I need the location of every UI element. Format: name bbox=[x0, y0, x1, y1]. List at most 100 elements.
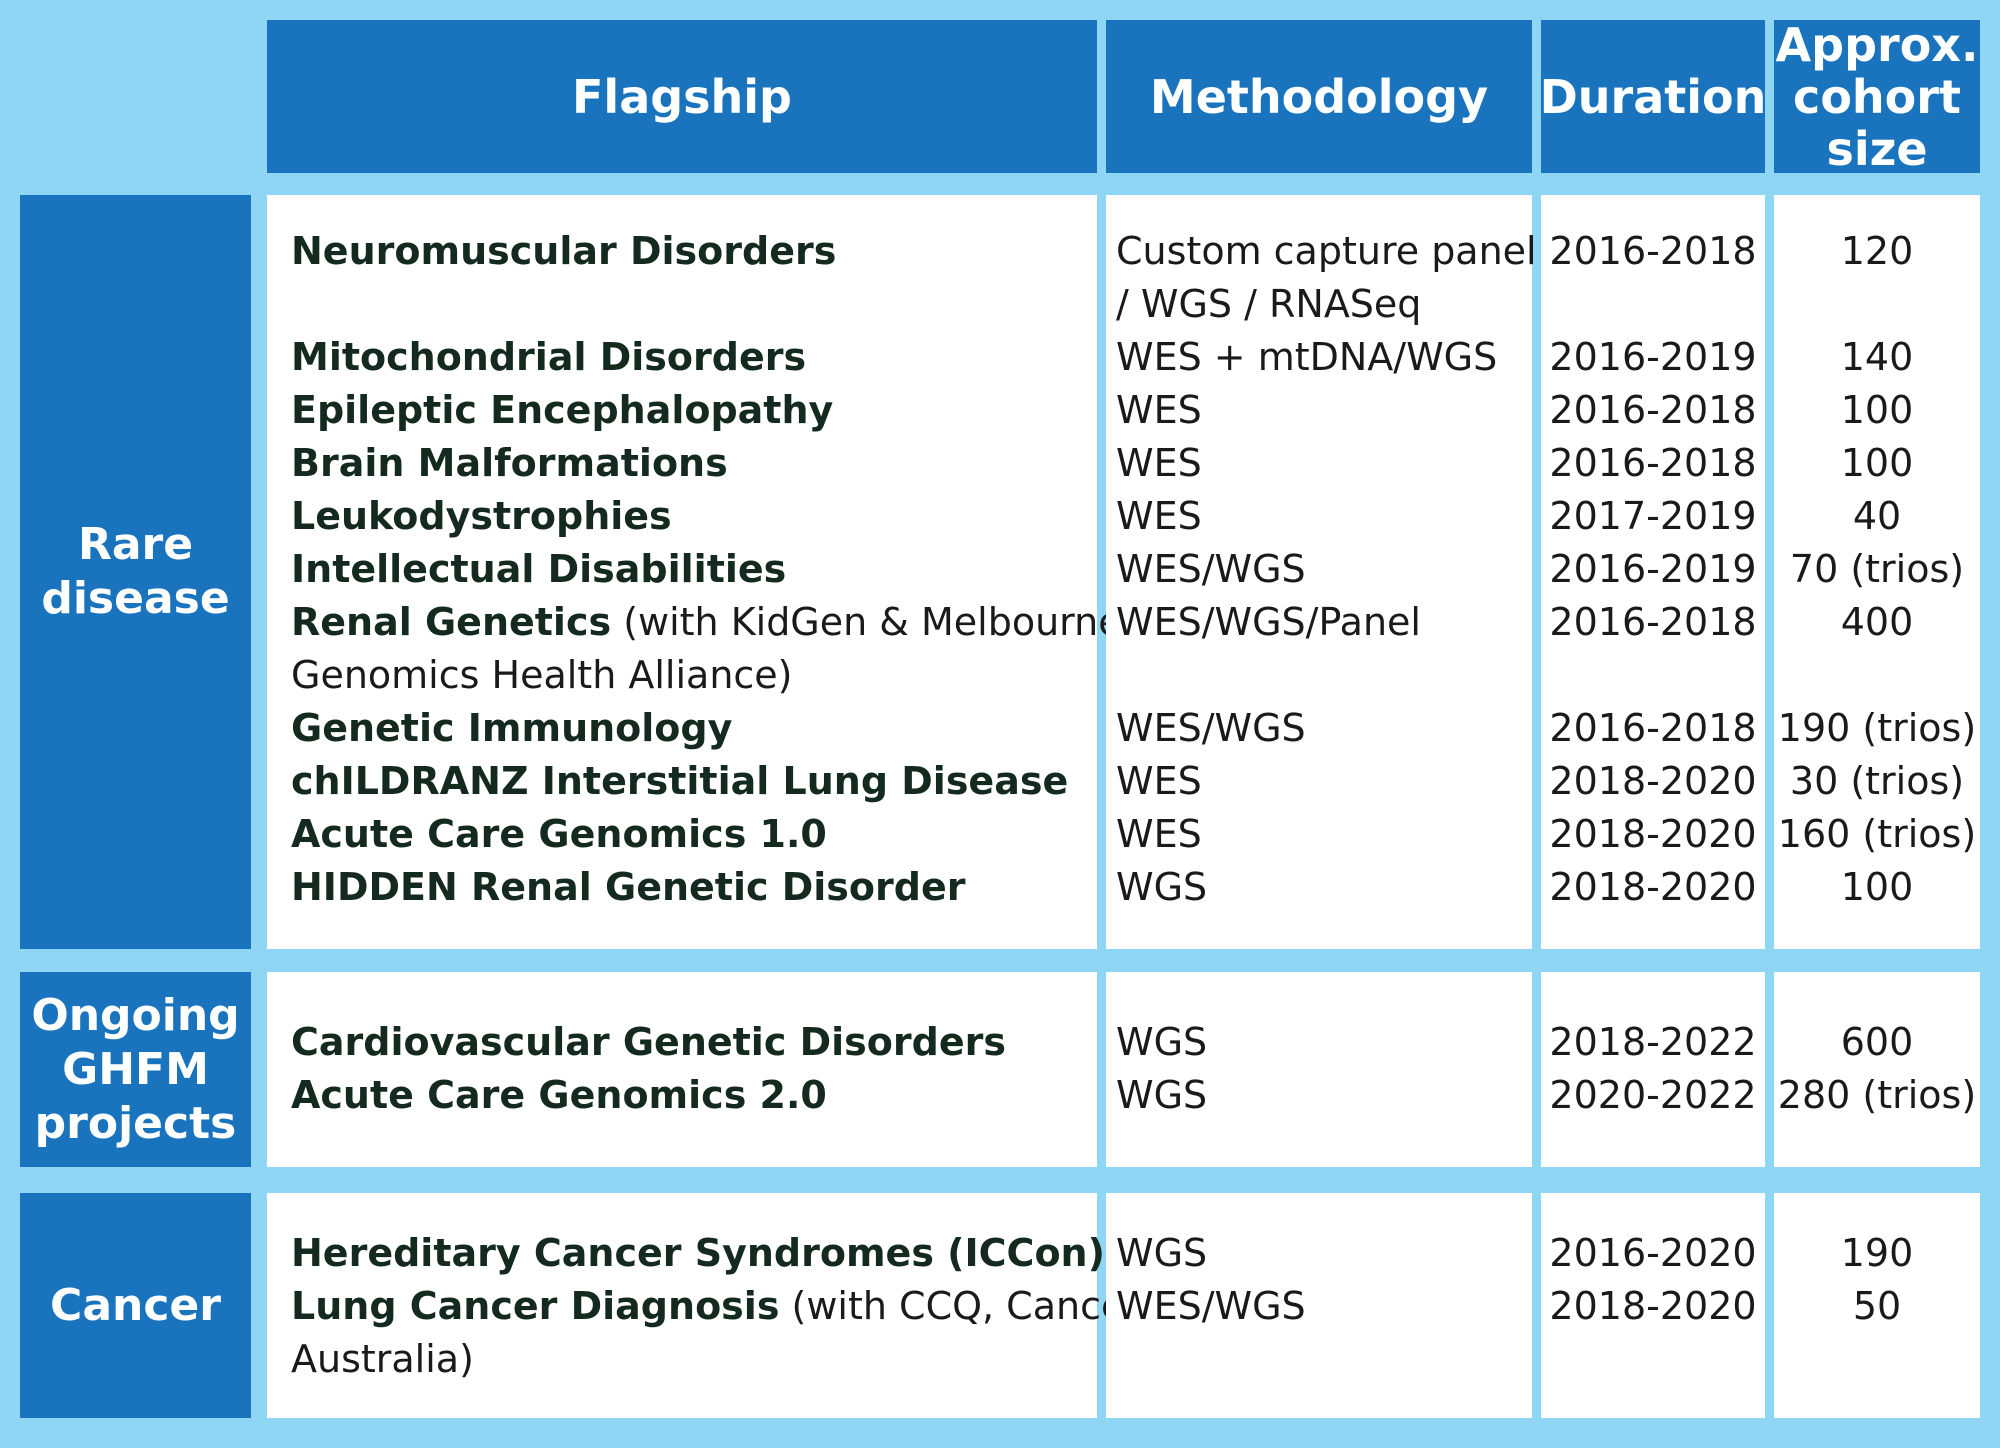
cohort-cell: 100 bbox=[1840, 388, 1914, 432]
duration-cell: 2016-2018 bbox=[1549, 706, 1757, 750]
cohort-cell: 190 (trios) bbox=[1777, 706, 1977, 750]
flagship-name: Genetic Immunology bbox=[291, 706, 733, 750]
cohort-cell: 50 bbox=[1852, 1284, 1902, 1328]
flagship-note: (with KidGen & Melbourne bbox=[611, 600, 1122, 644]
header-cohort-size: Approx. cohort size bbox=[1774, 17, 1980, 176]
duration-cell: 2020-2022 bbox=[1549, 1073, 1757, 1117]
duration-cell: 2016-2020 bbox=[1549, 1231, 1757, 1275]
rare-duration-panel: 2016-2018 2016-2019 2016-2018 2016-2018 … bbox=[1541, 195, 1765, 949]
methodology-cell: WES bbox=[1116, 494, 1202, 538]
category-cancer-label: Cancer bbox=[50, 1279, 221, 1331]
rare-methodology-panel: Custom capture panel / WGS / RNASeq WES … bbox=[1106, 195, 1537, 949]
methodology-cell: / WGS / RNASeq bbox=[1116, 282, 1422, 326]
cancer-methodology-panel: WGS WES/WGS bbox=[1106, 1193, 1532, 1418]
table-row: Mitochondrial Disorders bbox=[267, 331, 1097, 384]
cohort-cell: 70 (trios) bbox=[1789, 547, 1965, 591]
cancer-duration-panel: 2016-2020 2018-2020 bbox=[1541, 1193, 1765, 1418]
flagship-name: Leukodystrophies bbox=[291, 494, 672, 538]
methodology-cell: WES/WGS bbox=[1116, 1284, 1306, 1328]
flagship-name: Lung Cancer Diagnosis bbox=[291, 1284, 780, 1328]
table-row: Acute Care Genomics 1.0 bbox=[267, 808, 1097, 861]
flagship-name: Acute Care Genomics 1.0 bbox=[291, 812, 827, 856]
flagship-note: Australia) bbox=[291, 1337, 474, 1381]
flagship-name: Renal Genetics bbox=[291, 600, 612, 644]
duration-cell: 2017-2019 bbox=[1549, 494, 1757, 538]
duration-cell: 2018-2020 bbox=[1549, 865, 1757, 909]
methodology-cell: WGS bbox=[1116, 1020, 1208, 1064]
table-row: Leukodystrophies bbox=[267, 490, 1097, 543]
flagship-name: chILDRANZ Interstitial Lung Disease bbox=[291, 759, 1069, 803]
category-rare-line2: disease bbox=[41, 573, 230, 624]
cohort-cell: 120 bbox=[1840, 229, 1914, 273]
duration-cell: 2016-2018 bbox=[1549, 388, 1757, 432]
table-row: Lung Cancer Diagnosis (with CCQ, Cancer bbox=[267, 1280, 1140, 1333]
header-duration: Duration bbox=[1539, 20, 1767, 173]
cohort-cell: 160 (trios) bbox=[1777, 812, 1977, 856]
cohort-cell: 600 bbox=[1840, 1020, 1914, 1064]
cohort-cell: 100 bbox=[1840, 865, 1914, 909]
duration-cell: 2016-2019 bbox=[1549, 547, 1757, 591]
category-ongoing-line2: GHFM bbox=[62, 1043, 209, 1095]
methodology-cell: WGS bbox=[1116, 1231, 1208, 1275]
flagship-note: Genomics Health Alliance) bbox=[291, 653, 793, 697]
duration-cell: 2018-2022 bbox=[1549, 1020, 1757, 1064]
table-row: Epileptic Encephalopathy bbox=[267, 384, 1097, 437]
methodology-cell: WES bbox=[1116, 759, 1202, 803]
flagship-name: Mitochondrial Disorders bbox=[291, 335, 807, 379]
duration-cell: 2016-2018 bbox=[1549, 229, 1757, 273]
table-row: Acute Care Genomics 2.0 bbox=[267, 1069, 1097, 1122]
duration-cell: 2018-2020 bbox=[1549, 812, 1757, 856]
ongoing-duration-panel: 2018-2022 2020-2022 bbox=[1541, 972, 1765, 1167]
methodology-cell: WES/WGS bbox=[1116, 706, 1306, 750]
category-ongoing-line1: Ongoing bbox=[31, 989, 240, 1041]
flagship-name: Neuromuscular Disorders bbox=[291, 229, 837, 273]
methodology-cell: WGS bbox=[1116, 865, 1208, 909]
methodology-cell: WES/WGS/Panel bbox=[1116, 600, 1421, 644]
cancer-flagship-panel: Hereditary Cancer Syndromes (ICCon) Lung… bbox=[267, 1193, 1140, 1418]
methodology-cell: Custom capture panel bbox=[1116, 229, 1537, 273]
table-row: Brain Malformations bbox=[267, 437, 1097, 490]
header-cohort-line3: size bbox=[1826, 121, 1928, 176]
duration-cell: 2016-2018 bbox=[1549, 441, 1757, 485]
header-flagship: Flagship bbox=[267, 20, 1097, 173]
duration-cell: 2016-2018 bbox=[1549, 600, 1757, 644]
methodology-cell: WES bbox=[1116, 441, 1202, 485]
methodology-cell: WES bbox=[1116, 812, 1202, 856]
methodology-cell: WES + mtDNA/WGS bbox=[1116, 335, 1498, 379]
header-cohort-line1: Approx. bbox=[1775, 17, 1979, 72]
cohort-cell: 30 (trios) bbox=[1789, 759, 1965, 803]
ongoing-cohort-panel: 600 280 (trios) bbox=[1774, 972, 1980, 1167]
flagship-name: Epileptic Encephalopathy bbox=[291, 388, 834, 432]
header-duration-label: Duration bbox=[1539, 69, 1767, 124]
category-rare-disease: Rare disease bbox=[20, 195, 251, 949]
table-row: Intellectual Disabilities bbox=[267, 543, 1097, 596]
rare-cohort-panel: 120 140 100 100 40 70 (trios) 400 190 (t… bbox=[1774, 195, 1980, 949]
cohort-cell: 100 bbox=[1840, 441, 1914, 485]
category-ongoing-ghfm: Ongoing GHFM projects bbox=[20, 972, 251, 1167]
methodology-cell: WGS bbox=[1116, 1073, 1208, 1117]
flagship-name: HIDDEN Renal Genetic Disorder bbox=[291, 865, 966, 909]
category-ongoing-line3: projects bbox=[34, 1097, 237, 1149]
table-row: chILDRANZ Interstitial Lung Disease bbox=[267, 755, 1097, 808]
cancer-cohort-panel: 190 50 bbox=[1774, 1193, 1980, 1418]
flagship-name: Cardiovascular Genetic Disorders bbox=[291, 1020, 1006, 1064]
methodology-cell: WES/WGS bbox=[1116, 547, 1306, 591]
table-row: Cardiovascular Genetic Disorders bbox=[267, 1016, 1097, 1069]
table-row-continuation: Australia) bbox=[267, 1333, 1097, 1386]
methodology-cell: WES bbox=[1116, 388, 1202, 432]
cohort-cell: 190 bbox=[1840, 1231, 1914, 1275]
table-row: Hereditary Cancer Syndromes (ICCon) bbox=[267, 1227, 1105, 1280]
table-row: Neuromuscular Disorders bbox=[267, 225, 1097, 278]
flagship-name: Intellectual Disabilities bbox=[291, 547, 787, 591]
cohort-cell: 140 bbox=[1840, 335, 1914, 379]
header-methodology: Methodology bbox=[1106, 20, 1532, 173]
table-row: Renal Genetics (with KidGen & Melbourne bbox=[267, 596, 1122, 649]
duration-cell: 2018-2020 bbox=[1549, 759, 1757, 803]
ongoing-methodology-panel: WGS WGS bbox=[1106, 972, 1532, 1167]
table-row-continuation: Genomics Health Alliance) bbox=[267, 649, 1097, 702]
rare-flagship-panel: Neuromuscular Disorders Mitochondrial Di… bbox=[267, 195, 1122, 949]
cohort-cell: 280 (trios) bbox=[1777, 1073, 1977, 1117]
ongoing-flagship-panel: Cardiovascular Genetic Disorders Acute C… bbox=[267, 972, 1097, 1167]
table-row: Genetic Immunology bbox=[267, 702, 1097, 755]
category-rare-line1: Rare bbox=[77, 519, 194, 570]
